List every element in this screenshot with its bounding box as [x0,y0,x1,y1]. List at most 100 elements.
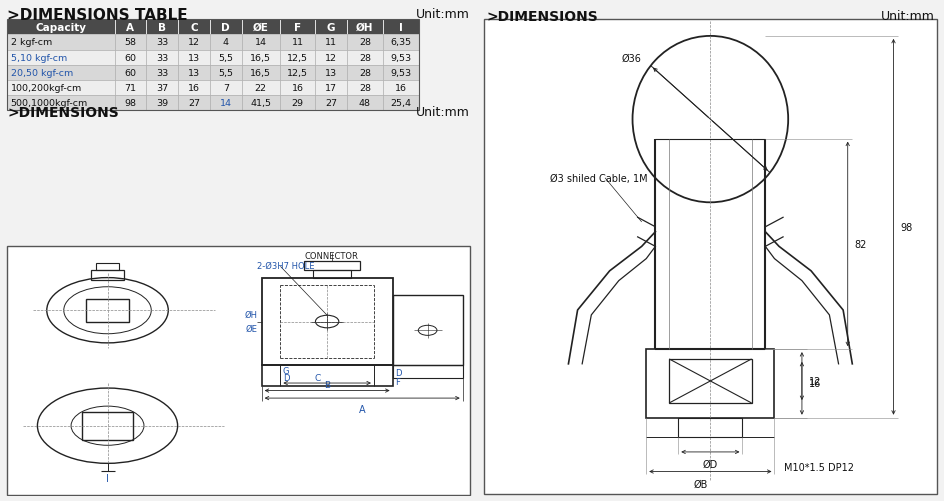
Text: 28: 28 [359,69,371,78]
Text: 2 kgf-cm: 2 kgf-cm [10,38,52,47]
Bar [346,20,383,35]
Bar [242,81,280,96]
Bar [210,96,242,111]
Text: 28: 28 [359,54,371,63]
Text: 5,5: 5,5 [218,69,233,78]
Text: Ø36: Ø36 [622,54,642,64]
Text: >DIMENSIONS: >DIMENSIONS [7,106,119,119]
Text: B: B [324,381,330,390]
Text: A: A [359,405,365,414]
Bar [280,35,315,51]
Text: 22: 22 [255,84,267,93]
Bar [114,20,146,35]
Bar [114,35,146,51]
Bar [346,35,383,51]
Bar [82,412,133,440]
Text: G: G [283,367,289,376]
Text: Unit:mm: Unit:mm [881,10,935,23]
Text: 39: 39 [156,99,168,108]
Text: 28: 28 [359,84,371,93]
Bar [393,366,463,378]
Text: 41,5: 41,5 [250,99,271,108]
Bar [178,51,210,66]
Bar [7,66,114,81]
Text: 58: 58 [125,38,137,47]
Bar [114,51,146,66]
Bar [261,366,393,386]
Text: 27: 27 [188,99,200,108]
Bar [242,51,280,66]
Text: D: D [222,23,230,33]
Bar [178,66,210,81]
Text: 11: 11 [292,38,303,47]
Bar [315,20,346,35]
Bar [7,96,114,111]
Text: C: C [190,23,198,33]
Bar [346,66,383,81]
Text: ØD: ØD [702,459,718,469]
Bar [210,81,242,96]
Bar [114,81,146,96]
Bar [7,81,114,96]
Text: 12: 12 [809,376,821,386]
Text: D: D [283,373,289,382]
Bar [178,81,210,96]
Text: B: B [159,23,166,33]
Text: 5,5: 5,5 [218,54,233,63]
Bar [315,96,346,111]
Bar [346,51,383,66]
Bar [315,66,346,81]
Text: 27: 27 [325,99,337,108]
Text: 9,53: 9,53 [391,69,412,78]
Bar [242,20,280,35]
Bar [7,20,114,35]
Bar [304,262,360,271]
Text: CONNECTOR: CONNECTOR [305,252,359,261]
Text: Unit:mm: Unit:mm [415,9,470,22]
Bar [280,20,315,35]
Bar [146,35,178,51]
Bar [146,51,178,66]
Text: G: G [327,23,335,33]
Text: I: I [399,23,403,33]
Text: 14: 14 [220,99,231,108]
Bar [146,81,178,96]
Text: 12,5: 12,5 [287,69,308,78]
Bar [261,278,393,366]
Bar [242,96,280,111]
Bar [280,96,315,111]
Text: 11: 11 [325,38,337,47]
Bar [393,296,463,366]
Bar [346,96,383,111]
Text: 16,5: 16,5 [250,54,271,63]
Text: 9,53: 9,53 [391,54,412,63]
Text: 13: 13 [188,54,200,63]
Bar [242,66,280,81]
Text: 37: 37 [156,84,168,93]
Bar [383,81,419,96]
Text: C: C [314,373,321,382]
Bar [383,66,419,81]
Text: ØE: ØE [245,325,257,333]
Bar [669,359,751,403]
Text: 13: 13 [188,69,200,78]
Bar [114,96,146,111]
Bar [383,96,419,111]
Text: A: A [126,23,134,33]
Bar [146,66,178,81]
Bar [7,20,419,111]
Bar [280,81,315,96]
Bar [383,35,419,51]
Bar [146,20,178,35]
Text: D: D [395,368,401,377]
Text: 16: 16 [395,84,407,93]
Text: 5,10 kgf-cm: 5,10 kgf-cm [10,54,67,63]
Text: 7: 7 [223,84,228,93]
Bar [210,35,242,51]
Text: F: F [294,23,301,33]
Bar [315,35,346,51]
Bar [315,81,346,96]
Text: 60: 60 [125,69,137,78]
Text: 12: 12 [188,38,200,47]
Bar [242,35,280,51]
